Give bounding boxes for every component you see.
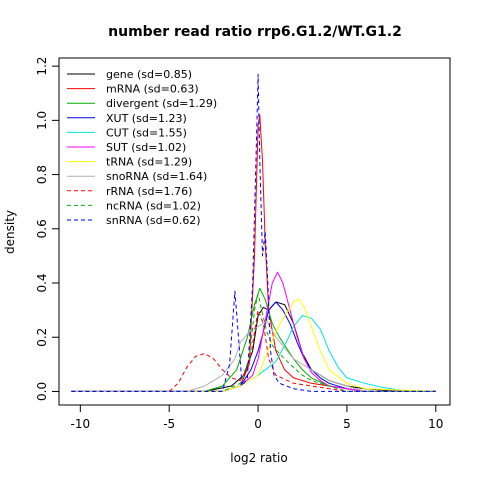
legend-label: XUT (sd=1.23): [106, 112, 187, 125]
series-lines: [71, 73, 436, 392]
x-axis-label: log2 ratio: [230, 451, 287, 465]
y-tick-label: 0.2: [35, 328, 49, 347]
y-tick-label: 0.0: [35, 382, 49, 401]
chart-title: number read ratio rrp6.G1.2/WT.G1.2: [108, 24, 402, 40]
legend-label: SUT (sd=1.02): [106, 141, 186, 154]
legend: gene (sd=0.85) mRNA (sd=0.63)divergent (s…: [67, 68, 217, 227]
legend-label: snRNA (sd=0.62): [106, 214, 201, 227]
legend-label: CUT (sd=1.55): [106, 126, 187, 139]
legend-label: ncRNA (sd=1.02): [106, 199, 201, 212]
series-line-3: [71, 301, 436, 392]
y-tick-label: 1.2: [35, 57, 49, 76]
legend-label: mRNA (sd=0.63): [106, 83, 199, 96]
x-tick-label: -10: [71, 417, 91, 431]
x-tick-label: 0: [254, 417, 262, 431]
y-tick-label: 0.4: [35, 273, 49, 292]
series-line-4: [71, 315, 436, 392]
y-tick-label: 0.6: [35, 219, 49, 238]
y-tick-label: 1.0: [35, 111, 49, 130]
y-tick-label: 0.8: [35, 165, 49, 184]
legend-label: snoRNA (sd=1.64): [106, 170, 207, 183]
plot-box: [58, 57, 451, 406]
series-line-10: [71, 73, 436, 392]
series-line-5: [71, 271, 436, 392]
x-tick-label: 10: [428, 417, 443, 431]
legend-label: tRNA (sd=1.29): [106, 156, 192, 169]
series-line-1: [71, 114, 436, 392]
x-tick-label: -5: [163, 417, 175, 431]
x-axis: -10 -5 0 5 10: [71, 405, 443, 431]
y-axis: 0.0 0.2 0.4 0.6 0.8 1.0 1.2: [35, 57, 59, 401]
legend-label: rRNA (sd=1.76): [106, 185, 192, 198]
series-line-6: [71, 298, 436, 392]
series-line-7: [71, 320, 436, 392]
legend-label: gene (sd=0.85): [106, 68, 192, 81]
x-tick-label: 5: [343, 417, 351, 431]
y-axis-label: density: [3, 210, 17, 254]
legend-label: divergent (sd=1.29): [106, 97, 217, 110]
